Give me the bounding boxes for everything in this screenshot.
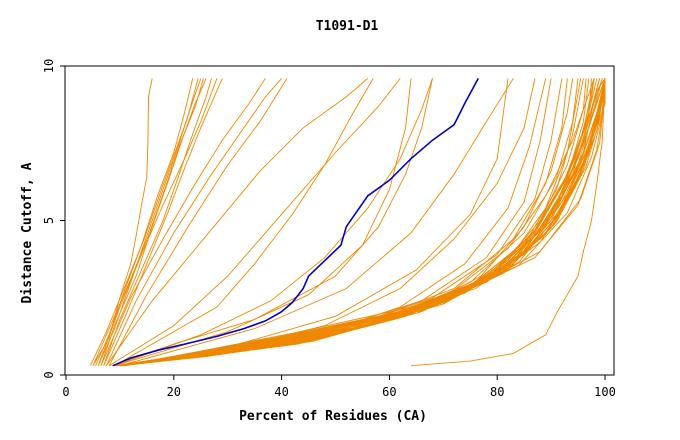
model-series-line <box>105 78 282 366</box>
model-series-line <box>410 78 606 367</box>
model-series-line <box>103 78 223 366</box>
y-axis-label: Distance Cutoff, A <box>20 162 35 303</box>
highlight-series-line <box>112 78 480 367</box>
model-series-line <box>111 78 433 367</box>
series-layer <box>89 78 606 367</box>
model-series-line <box>122 78 606 367</box>
model-series-line <box>119 78 606 367</box>
model-series-line <box>125 78 606 367</box>
model-series-line <box>97 78 218 366</box>
model-series-line <box>92 78 204 366</box>
model-series-line <box>100 78 207 366</box>
model-series-line <box>92 78 153 366</box>
model-series-line <box>108 78 288 366</box>
x-tick-label: 0 <box>62 385 69 399</box>
x-tick-label: 100 <box>594 385 616 399</box>
model-series-line <box>117 78 536 367</box>
model-series-line <box>119 78 514 367</box>
model-series-line <box>103 78 212 366</box>
x-tick-label: 60 <box>382 385 396 399</box>
model-series-line <box>119 84 606 367</box>
model-series-line <box>122 78 606 367</box>
model-series-line <box>95 78 194 366</box>
model-series-line <box>108 78 401 367</box>
model-series-line <box>119 78 509 367</box>
model-series-line <box>114 78 412 367</box>
x-tick-label: 80 <box>490 385 504 399</box>
x-tick-label: 20 <box>167 385 181 399</box>
y-tick-label: 10 <box>42 59 56 73</box>
model-series-line <box>114 78 433 367</box>
y-tick-label: 5 <box>42 217 56 224</box>
model-series-line <box>106 78 369 366</box>
model-series-line <box>100 78 266 366</box>
model-series-line <box>117 78 595 367</box>
y-tick-label: 0 <box>42 371 56 378</box>
chart-title: T1091-D1 <box>316 19 379 34</box>
x-axis-label: Percent of Residues (CA) <box>239 409 427 424</box>
x-tick-label: 40 <box>274 385 288 399</box>
axis-layer: 0 20 40 60 80 100 0 5 10 <box>42 59 616 399</box>
model-series-line <box>114 78 374 367</box>
model-series-line <box>119 78 595 367</box>
model-series-line <box>89 78 199 366</box>
